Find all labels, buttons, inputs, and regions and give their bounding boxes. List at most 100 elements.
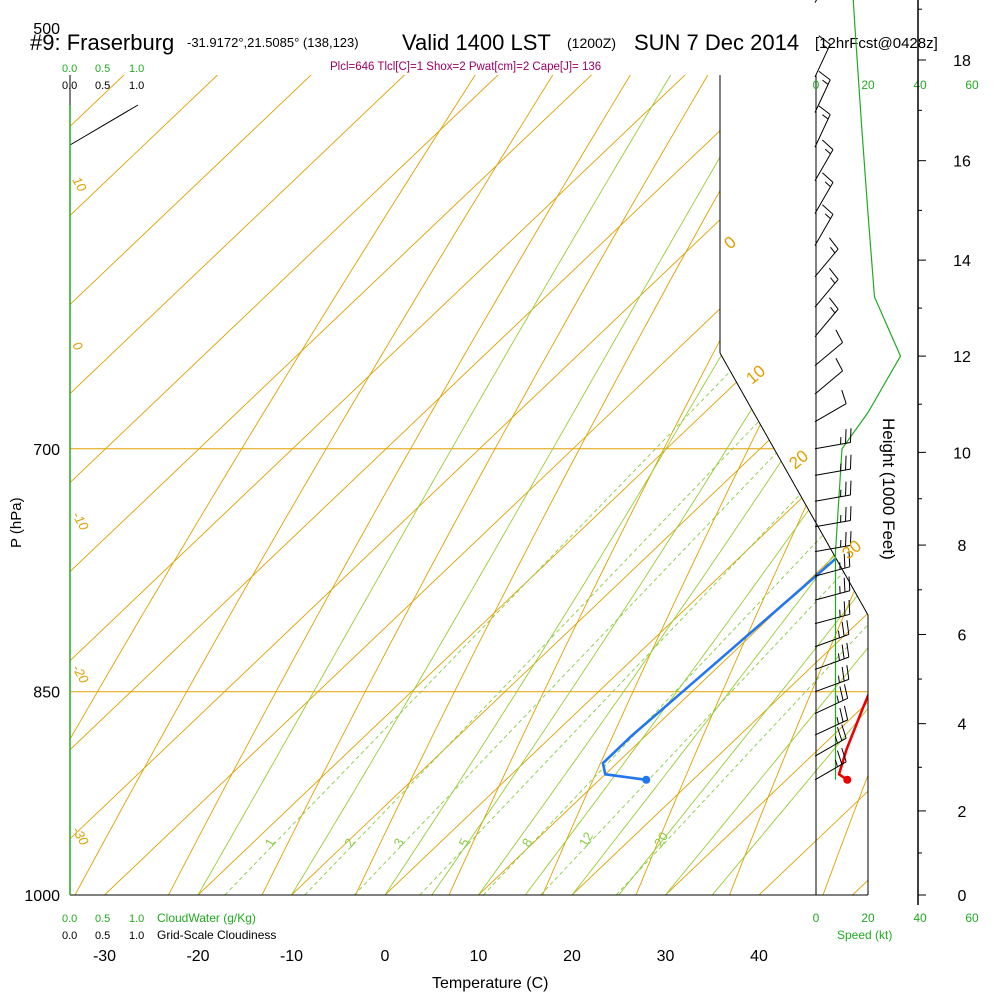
cloudiness-scale-tick: 0.5 (95, 80, 110, 92)
wind-barb-flag (848, 599, 851, 615)
mixing-ratio-line (540, 545, 868, 895)
wind-barb-half-flag (837, 675, 840, 683)
wind-barb (814, 237, 839, 277)
wind-barb-half-flag (822, 79, 829, 85)
upper-right-mask (720, 75, 868, 615)
wind-barb-staff (814, 566, 850, 577)
plot-frame (69, 75, 869, 896)
isotherm (291, 345, 868, 895)
wind-barb (814, 724, 847, 757)
wind-barb (814, 747, 847, 781)
wind-barb (814, 480, 852, 502)
forecast-date: SUN 7 Dec 2014 (634, 30, 799, 55)
diagram-background (70, 75, 868, 895)
axes: 123581220100-10-20-300102030250300400500… (24, 0, 971, 965)
sounding-indices: Plcl=646 Tlcl[C]=1 Shox=2 Pwat[cm]=2 Cap… (330, 61, 601, 73)
wind-barb-flag (841, 644, 845, 659)
moist-adiabat (478, 327, 868, 895)
wind-barb-flag (841, 724, 847, 739)
height-axis-title: Height (1000 Feet) (879, 418, 898, 560)
wind-barb-half-flag (822, 114, 829, 120)
height-tick-label: 10 (953, 445, 971, 462)
mixing-ratio-line (482, 486, 868, 895)
cloud-scale-top: 0.0 0.5 1.0 0.0 0.5 1.0 (62, 63, 144, 92)
wind-barb-half-flag (834, 736, 838, 744)
temperature-tick-label: 20 (563, 948, 581, 965)
wind-barb-half-flag (824, 213, 831, 220)
wind-barb-flag (822, 139, 834, 150)
wind-barb-half-flag (824, 181, 831, 188)
speed-axis-title: Speed (kt) (837, 928, 892, 942)
height-tick-label: 14 (953, 253, 971, 270)
temperature-tick-label: 30 (657, 948, 675, 965)
height-tick-label: 0 (958, 888, 967, 905)
wind-barb (814, 506, 852, 528)
wind-barb-staff (814, 248, 839, 277)
wind-barb-half-flag (830, 246, 836, 254)
wind-barb (814, 139, 834, 182)
wind-barb-flag (836, 750, 843, 765)
moist-adiabat (618, 581, 868, 895)
station-title: #9: Fraserburg (30, 30, 174, 55)
wind-barb-flag (843, 553, 846, 569)
wind-barb-staff (814, 342, 843, 367)
wind-barb (814, 705, 849, 736)
surface-dew-dot (642, 775, 651, 784)
wind-barb-flag (845, 507, 847, 522)
zulu-time: (1200Z) (567, 35, 616, 51)
height-tick-label: 6 (958, 627, 967, 644)
wind-barb-staff (814, 44, 831, 78)
height-tick-label: 4 (958, 717, 967, 734)
wind-barb (814, 329, 844, 367)
wind-barb-staff (814, 79, 831, 113)
dry-adiabat-label: -30 (69, 824, 92, 848)
moist-adiabat (571, 508, 868, 895)
wind-barb-flag (843, 601, 846, 616)
moist-adiabat (291, 75, 769, 895)
height-tick-label: 8 (958, 538, 967, 555)
wind-barb (814, 665, 850, 693)
pressure-tick-label: 850 (33, 685, 60, 702)
speed-tick-label: 0 (813, 911, 820, 925)
moist-adiabat (524, 425, 868, 895)
wind-barb-flag (848, 576, 851, 591)
wind-barb-staff (814, 308, 839, 338)
wind-barb-flag (849, 428, 852, 443)
temperature-tick-label: -10 (280, 948, 303, 965)
wind-barb-staff (814, 370, 843, 395)
wind-barb-flag (822, 204, 834, 215)
valid-time: Valid 1400 LST (402, 30, 551, 55)
wind-barb-staff (814, 590, 850, 601)
wind-barb-flag (849, 480, 852, 496)
wind-barb (814, 0, 818, 3)
wind-barb-flag (835, 357, 844, 372)
wind-barb-half-flag (824, 148, 831, 155)
mixing-ratio-label: 1 (262, 836, 279, 850)
wind-barb-half-flag (837, 653, 840, 661)
wind-barb-half-flag (836, 695, 840, 703)
wind-barb-flag (845, 429, 847, 444)
wind-barb (814, 531, 852, 553)
wind-barb-flag (818, 35, 831, 45)
wind-barb (814, 599, 851, 625)
wind-barb (814, 552, 851, 577)
temperature-tick-label: 10 (470, 948, 488, 965)
wind-barb-flag (828, 297, 839, 310)
wind-barb-staff (814, 214, 834, 246)
wind-barb-flag (845, 531, 847, 547)
mixing-ratio-label: 20 (651, 829, 671, 849)
dry-adiabat (635, 373, 868, 895)
dry-adiabat (168, 75, 631, 895)
wind-barb-flag (846, 642, 850, 658)
speed-tick-label: 20 (861, 911, 875, 925)
wind-speed-profile (834, 0, 902, 780)
wind-barb-staff (814, 761, 847, 781)
mixing-ratio-label: 5 (456, 836, 473, 850)
wind-barb-staff (814, 719, 848, 736)
sounding-profiles (601, 528, 868, 784)
wind-barb-flag (843, 684, 849, 699)
wind-barb (814, 620, 850, 648)
isotherm (104, 167, 868, 895)
wind-barb (814, 35, 831, 78)
